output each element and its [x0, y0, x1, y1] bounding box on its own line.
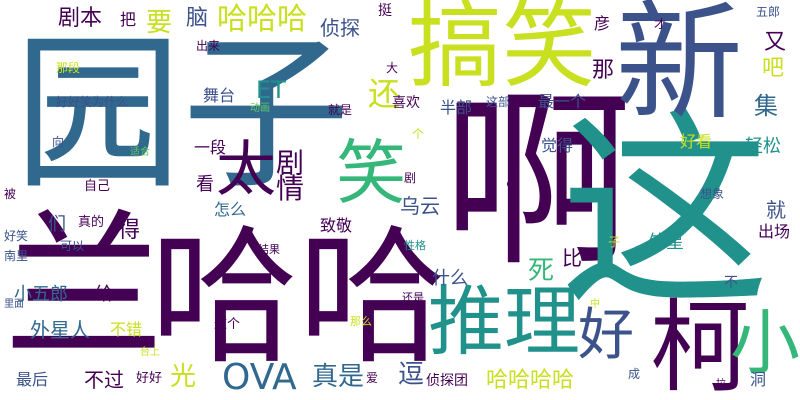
word-haha: 哈哈: [150, 212, 446, 384]
word-bei: 被: [4, 187, 17, 201]
word-xingge: 性格: [404, 239, 426, 252]
word-limian: 里面: [4, 299, 24, 310]
word-da: 大: [386, 61, 399, 75]
word-yuanzi: 园子: [14, 16, 350, 212]
word-xiao-laugh: 笑: [336, 132, 406, 214]
word-donghua: 动画: [250, 103, 270, 114]
word-nanli: 南里: [4, 249, 29, 263]
word-yiduan: 一段: [194, 138, 227, 157]
word-zhende: 真的: [78, 215, 105, 230]
word-waixingren: 外星人: [30, 318, 90, 342]
word-zhentantuan: 侦探团: [426, 373, 468, 389]
word-bu: 不: [724, 275, 738, 291]
word-de: 得: [118, 218, 141, 243]
word-naduan: 那段: [56, 61, 81, 75]
word-xiao: 小: [730, 302, 800, 384]
word-xin: 新: [615, 0, 744, 138]
word-dou: 逗: [398, 360, 425, 390]
word-banbu: 半部: [440, 98, 473, 117]
word-juben: 剧本: [58, 6, 103, 31]
word-bucuo: 不错: [110, 320, 143, 339]
word-chulai: 出来: [196, 39, 221, 53]
word-ova: OVA: [222, 357, 297, 398]
word-jiu: 就: [766, 198, 786, 222]
word-xiaowulang: 小五郎: [14, 284, 68, 305]
word-xiangxiang: 想象: [700, 187, 725, 201]
word-waixing: 外星: [648, 232, 684, 253]
word-dong: 洞: [750, 370, 767, 389]
word-zhijing: 致敬: [320, 216, 353, 235]
word-ziji: 自己: [84, 179, 111, 194]
word-zenme: 怎么: [214, 200, 247, 219]
word-zhe: 这: [560, 90, 771, 335]
word-haishi: 还是: [402, 291, 424, 304]
word-gaoxiao: 搞笑: [408, 0, 597, 101]
word-hahaha: 哈哈哈: [217, 2, 307, 37]
word-you: 又: [764, 30, 787, 55]
word-hao: 好: [578, 303, 634, 368]
word-haoxiao: 好笑: [4, 229, 29, 243]
word-haohao: 好好: [136, 371, 163, 386]
word-qingsong: 轻松: [745, 136, 781, 157]
word-juede: 觉得: [541, 136, 574, 155]
word-ba: 吧: [762, 56, 785, 81]
word-ju: 剧: [404, 171, 417, 185]
word-keyi: 可以: [60, 239, 85, 253]
word-yao: 要: [146, 8, 173, 38]
word-ting: 挺: [378, 3, 392, 19]
word-cheng: 成: [628, 367, 641, 381]
word-et: ET: [256, 76, 286, 104]
word-zhentan: 侦探: [320, 16, 360, 40]
word-hahahaha: 哈哈哈哈: [486, 368, 575, 393]
word-shihe: 适合: [130, 147, 150, 158]
word-men: 们: [48, 214, 66, 235]
word-gei: 给: [95, 284, 113, 305]
word-tuili: 推理: [428, 277, 580, 366]
word-si: 死: [528, 256, 555, 286]
word-haokan: 好看: [680, 132, 713, 151]
word-wulang: 五郎: [756, 5, 781, 19]
word-jiushi: 就是: [328, 103, 353, 117]
word-haohaoxiao: 好好笑为什么: [56, 95, 129, 109]
word-yan: 彦: [594, 14, 611, 33]
word-chuchang: 出场: [758, 222, 791, 241]
word-a: 啊: [410, 80, 631, 251]
word-ke: 柯: [650, 289, 750, 400]
word-cai: 才: [654, 17, 667, 31]
word-ba-grab: 把: [120, 10, 137, 29]
word-zhenshi: 真是: [312, 362, 365, 392]
word-ai: 爱: [366, 371, 379, 385]
word-name: 那么: [350, 315, 372, 328]
word-tai: 太: [216, 135, 276, 205]
word-na: 那: [592, 58, 615, 83]
word-la: 拉: [716, 379, 726, 390]
word-buguo: 不过: [84, 368, 124, 392]
word-ji: 集: [754, 92, 778, 120]
word-zuiyige: 最一个: [538, 92, 587, 111]
word-guang: 光: [170, 362, 197, 392]
word-nao: 脑: [186, 6, 209, 31]
word-wutai: 舞台: [203, 86, 236, 105]
word-kan: 看: [196, 174, 214, 195]
word-juqing: 剧情: [272, 148, 305, 199]
word-xiang: 向: [52, 135, 65, 149]
word-taishang: 台上: [140, 347, 160, 358]
word-jieguo: 结果: [258, 243, 280, 256]
word-zhebu: 这部: [486, 95, 511, 109]
word-lan: 兰: [4, 194, 165, 381]
word-zuihou: 最后: [16, 370, 49, 389]
word-zhege: 这个: [214, 317, 241, 332]
word-zhong: 中: [590, 299, 600, 310]
word-ge: 个: [412, 127, 425, 141]
word-shenme: 什么: [432, 268, 468, 289]
word-zi: 子: [608, 235, 621, 249]
word-xihuan: 喜欢: [392, 95, 420, 111]
word-hai: 还: [368, 75, 401, 113]
word-period: 。: [506, 164, 530, 192]
word-bi: 比: [562, 246, 582, 270]
word-wuyun: 乌云: [400, 194, 440, 218]
